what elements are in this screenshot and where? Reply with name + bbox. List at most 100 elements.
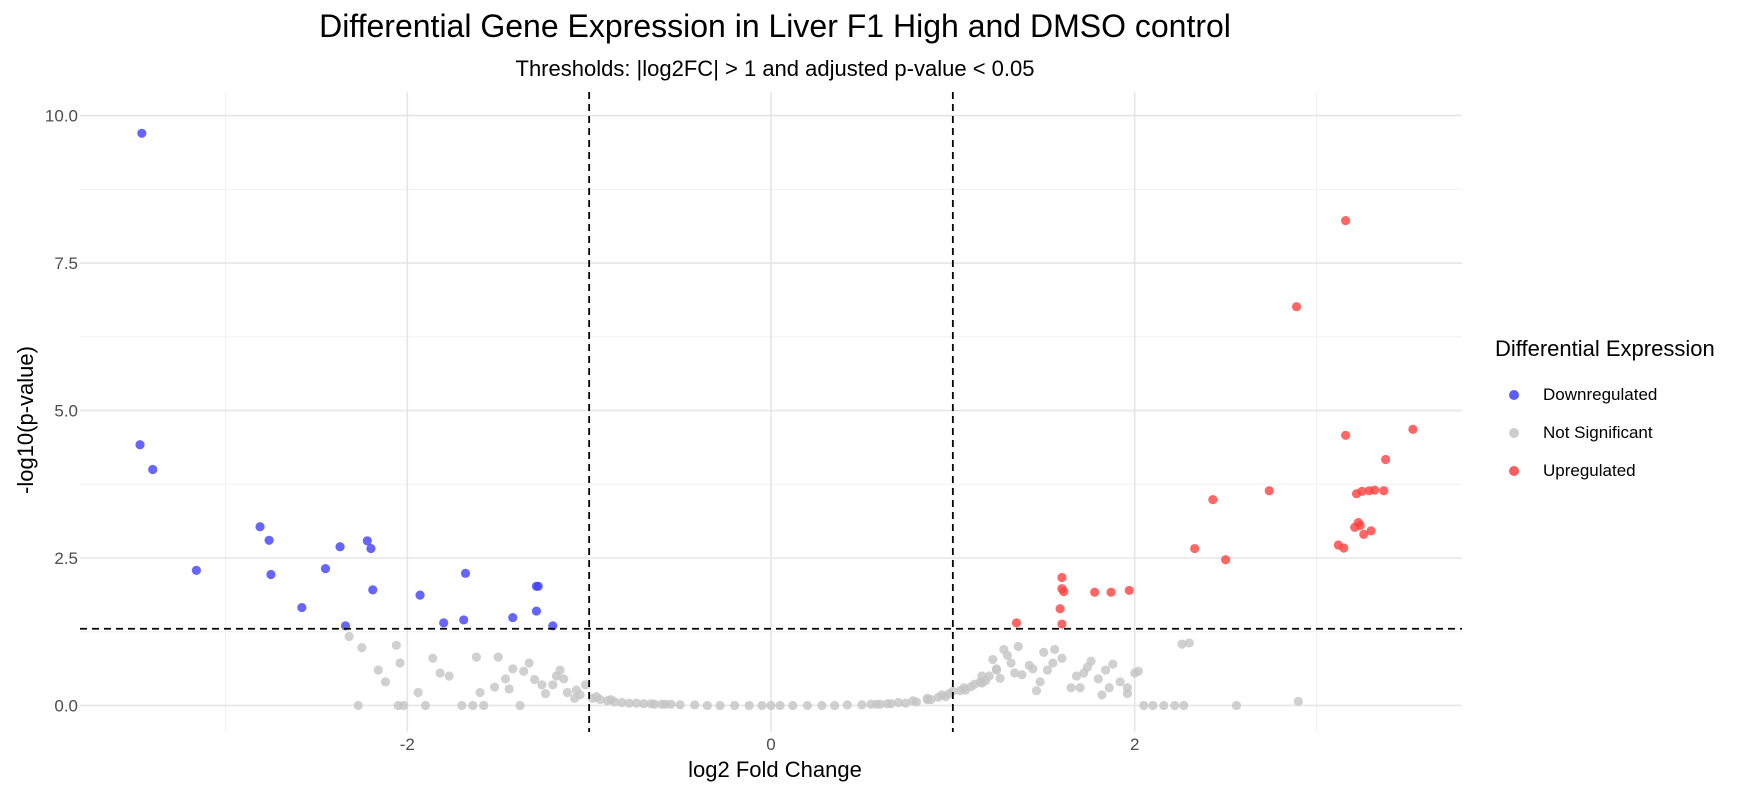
point-not-significant xyxy=(571,685,582,695)
point-not-significant xyxy=(1066,683,1076,693)
point-downregulated xyxy=(264,535,274,545)
point-not-significant xyxy=(519,666,529,676)
y-tick-label: 2.5 xyxy=(54,549,78,568)
chart-subtitle: Thresholds: |log2FC| > 1 and adjusted p-… xyxy=(515,56,1035,81)
point-not-significant xyxy=(675,700,685,710)
point-not-significant xyxy=(631,698,642,708)
point-not-significant xyxy=(977,671,987,681)
point-not-significant xyxy=(617,697,627,708)
point-upregulated xyxy=(1357,486,1367,496)
point-not-significant xyxy=(1031,686,1042,696)
point-not-significant xyxy=(1048,658,1058,668)
legend-item-upregulated: Upregulated xyxy=(1495,452,1715,490)
point-not-significant xyxy=(1148,700,1158,711)
point-downregulated xyxy=(191,565,201,575)
point-not-significant xyxy=(353,700,363,711)
point-not-significant xyxy=(444,671,454,681)
point-not-significant xyxy=(1122,683,1133,693)
legend-dot-not-significant xyxy=(1509,428,1519,438)
point-not-significant xyxy=(530,674,540,685)
point-not-significant xyxy=(479,700,489,711)
y-tick-label: 10.0 xyxy=(45,107,78,126)
point-downregulated xyxy=(459,615,469,625)
x-tick-label: 2 xyxy=(1130,735,1139,754)
point-not-significant xyxy=(970,679,980,689)
point-not-significant xyxy=(357,643,367,653)
point-upregulated xyxy=(1011,618,1022,628)
point-not-significant xyxy=(373,665,383,675)
y-tick-label: 5.0 xyxy=(54,402,78,421)
point-not-significant xyxy=(788,700,798,711)
point-not-significant xyxy=(344,631,354,642)
chart-title: Differential Gene Expression in Liver F1… xyxy=(319,8,1231,44)
legend-label-upregulated: Upregulated xyxy=(1543,461,1636,480)
point-not-significant xyxy=(650,699,660,709)
point-upregulated xyxy=(1359,529,1369,539)
point-not-significant xyxy=(540,689,551,699)
point-upregulated xyxy=(1208,494,1218,505)
point-upregulated xyxy=(1379,486,1389,496)
point-not-significant xyxy=(1115,677,1125,687)
point-not-significant xyxy=(842,700,852,710)
point-not-significant xyxy=(428,653,438,663)
point-not-significant xyxy=(1231,700,1242,711)
point-upregulated xyxy=(1057,619,1067,629)
point-upregulated xyxy=(1341,430,1351,440)
point-downregulated xyxy=(533,581,543,591)
point-not-significant xyxy=(639,699,649,709)
point-not-significant xyxy=(988,654,998,665)
point-upregulated xyxy=(1381,454,1391,465)
y-tick-label: 0.0 xyxy=(54,696,78,715)
y-tick-label: 7.5 xyxy=(54,254,78,273)
legend-title: Differential Expression xyxy=(1495,336,1715,361)
point-not-significant xyxy=(960,685,971,695)
point-downregulated xyxy=(531,606,542,616)
point-not-significant xyxy=(757,700,767,711)
point-downregulated xyxy=(362,536,372,546)
point-not-significant xyxy=(1159,700,1169,711)
volcano-plot: -2 0 2 0.0 2.5 5.0 7.5 10.0 xyxy=(45,92,1462,754)
point-not-significant xyxy=(1097,690,1107,700)
point-not-significant xyxy=(871,699,882,709)
point-not-significant xyxy=(775,700,785,711)
point-not-significant xyxy=(1108,659,1118,669)
point-upregulated xyxy=(1370,485,1380,495)
point-upregulated xyxy=(1341,215,1351,226)
point-not-significant xyxy=(435,668,445,678)
point-upregulated xyxy=(1291,302,1302,312)
point-not-significant xyxy=(413,687,423,698)
point-upregulated xyxy=(1124,585,1134,596)
legend: Differential Expression Downregulated No… xyxy=(1495,336,1715,490)
point-not-significant xyxy=(830,700,840,711)
point-not-significant xyxy=(559,674,569,684)
point-not-significant xyxy=(1170,700,1180,711)
point-not-significant xyxy=(802,700,812,711)
point-not-significant xyxy=(1179,700,1189,711)
point-not-significant xyxy=(1039,647,1049,657)
point-not-significant xyxy=(882,699,892,709)
point-not-significant xyxy=(591,692,602,702)
point-upregulated xyxy=(1408,424,1418,435)
point-not-significant xyxy=(730,700,740,711)
point-upregulated xyxy=(1221,555,1231,565)
point-not-significant xyxy=(1002,650,1012,660)
point-not-significant xyxy=(940,692,951,702)
point-downregulated xyxy=(320,564,331,574)
point-not-significant xyxy=(468,700,478,711)
point-not-significant xyxy=(475,687,485,698)
point-not-significant xyxy=(490,682,500,692)
point-upregulated xyxy=(1090,587,1100,597)
point-not-significant xyxy=(624,698,634,708)
point-upregulated xyxy=(1190,543,1200,554)
legend-label-downregulated: Downregulated xyxy=(1543,385,1658,404)
point-upregulated xyxy=(1366,526,1376,536)
point-not-significant xyxy=(926,694,936,705)
point-downregulated xyxy=(255,522,265,532)
point-not-significant xyxy=(515,700,525,711)
point-not-significant xyxy=(508,664,518,674)
point-not-significant xyxy=(555,665,565,675)
point-not-significant xyxy=(380,677,391,687)
point-not-significant xyxy=(1133,666,1143,676)
point-not-significant xyxy=(908,696,918,706)
point-not-significant xyxy=(1050,644,1060,655)
